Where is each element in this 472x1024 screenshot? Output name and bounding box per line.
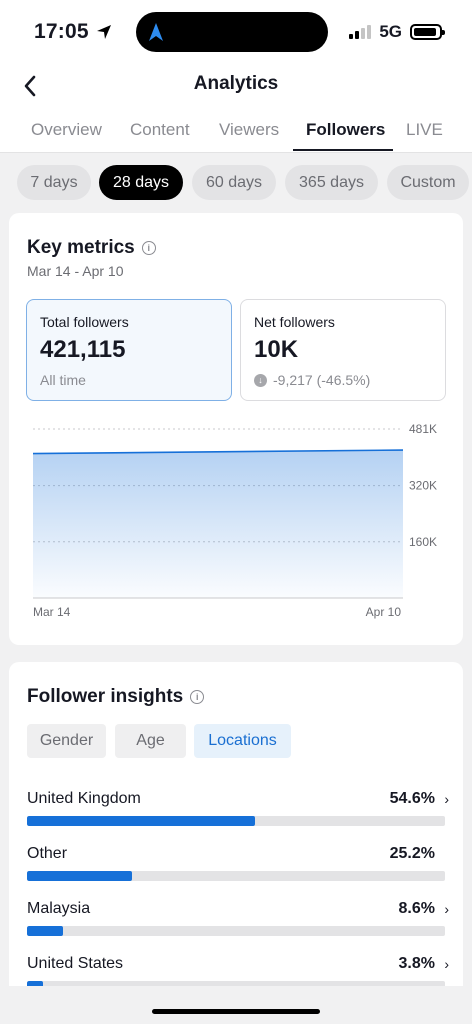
location-row[interactable]: Malaysia 8.6% ›	[27, 900, 449, 940]
range-60-days[interactable]: 60 days	[192, 165, 276, 200]
location-bar-track	[27, 816, 445, 826]
tab-overview[interactable]: Overview	[31, 120, 102, 139]
chart-y-tick-label: 160K	[409, 535, 437, 549]
status-time-text: 17:05	[34, 20, 89, 43]
location-percent: 8.6%	[398, 900, 435, 917]
location-bar-track	[27, 926, 445, 936]
home-indicator-area	[0, 986, 472, 1024]
net-followers-label: Net followers	[254, 314, 335, 330]
location-row: Other 25.2%	[27, 845, 445, 885]
page-title: Analytics	[193, 73, 279, 94]
active-tab-indicator	[293, 149, 393, 151]
total-followers-metric[interactable]: Total followers 421,115 All time	[26, 299, 232, 401]
tab-live[interactable]: LIVE	[406, 120, 443, 139]
home-indicator[interactable]	[152, 1009, 320, 1014]
arrow-down-circle-icon: ↓	[254, 373, 267, 387]
navigation-arrow-icon	[149, 23, 163, 41]
chevron-right-icon: ›	[444, 956, 449, 972]
location-percent: 25.2%	[389, 845, 435, 862]
tab-viewers[interactable]: Viewers	[219, 120, 280, 139]
key-metrics-card: Key metrics i Mar 14 - Apr 10 Total foll…	[9, 213, 463, 645]
dynamic-island	[136, 12, 328, 52]
location-name: United States	[27, 955, 124, 972]
location-percent: 54.6%	[389, 790, 435, 807]
range-7-days[interactable]: 7 days	[17, 165, 91, 200]
followers-chart[interactable]: 481K 320K 160K Mar 14 Apr 10	[9, 419, 463, 619]
tab-content[interactable]: Content	[130, 120, 190, 139]
back-button[interactable]	[16, 72, 44, 100]
tab-followers[interactable]: Followers	[306, 120, 386, 139]
chart-y-tick-label: 481K	[409, 422, 437, 436]
total-followers-value: 421,115	[40, 336, 126, 363]
status-time: 17:05	[34, 20, 113, 44]
chart-x-tick-label: Apr 10	[366, 605, 402, 619]
location-name: Malaysia	[27, 900, 91, 917]
total-followers-sub-text: All time	[40, 372, 86, 388]
follower-insights-title: Follower insights i	[27, 686, 205, 708]
location-bar	[27, 816, 256, 826]
app-header: Analytics	[0, 64, 472, 108]
net-followers-sub: ↓ -9,217 (-46.5%)	[254, 372, 370, 388]
location-bar	[27, 926, 63, 936]
chevron-right-icon: ›	[444, 901, 449, 917]
signal-icon	[349, 25, 372, 39]
total-followers-sub: All time	[40, 372, 86, 388]
location-bar-track	[27, 871, 445, 881]
network-label: 5G	[379, 22, 402, 41]
analytics-tabs: Overview Content Viewers Followers LIVE	[0, 108, 472, 153]
location-name: Other	[27, 845, 68, 862]
total-followers-label: Total followers	[40, 314, 129, 330]
chart-x-tick-label: Mar 14	[33, 605, 71, 619]
net-followers-change: -9,217 (-46.5%)	[273, 372, 371, 388]
key-metrics-title: Key metrics i	[27, 237, 156, 259]
chart-y-tick-label: 320K	[409, 479, 437, 493]
location-arrow-icon	[96, 25, 111, 39]
battery-icon	[410, 24, 445, 40]
chevron-right-icon: ›	[444, 791, 449, 807]
date-range-selector: 7 days 28 days 60 days 365 days Custom	[0, 153, 472, 213]
net-followers-metric[interactable]: Net followers 10K ↓ -9,217 (-46.5%)	[240, 299, 446, 401]
chart-area-fill	[33, 450, 403, 598]
segment-locations[interactable]: Locations	[194, 724, 291, 758]
status-indicators: 5G	[349, 22, 445, 42]
follower-insights-title-text: Follower insights	[27, 686, 184, 707]
location-name: United Kingdom	[27, 790, 141, 807]
chevron-left-icon	[24, 75, 36, 97]
net-followers-value: 10K	[254, 336, 299, 363]
range-custom[interactable]: Custom	[387, 165, 469, 200]
range-365-days[interactable]: 365 days	[285, 165, 378, 200]
segment-gender[interactable]: Gender	[27, 724, 106, 758]
follower-insights-card: Follower insights i Gender Age Locations…	[9, 662, 463, 1002]
segment-age[interactable]: Age	[115, 724, 186, 758]
location-percent: 3.8%	[398, 955, 435, 972]
range-28-days[interactable]: 28 days	[99, 165, 183, 200]
date-range-label: Mar 14 - Apr 10	[27, 263, 124, 279]
location-row[interactable]: United Kingdom 54.6% ›	[27, 790, 449, 830]
key-metrics-title-text: Key metrics	[27, 237, 135, 258]
location-bar	[27, 871, 133, 881]
info-icon[interactable]: i	[141, 241, 156, 255]
chart-series-line	[32, 449, 404, 455]
info-icon[interactable]: i	[190, 690, 205, 704]
status-bar: 17:05 5G	[0, 0, 472, 64]
